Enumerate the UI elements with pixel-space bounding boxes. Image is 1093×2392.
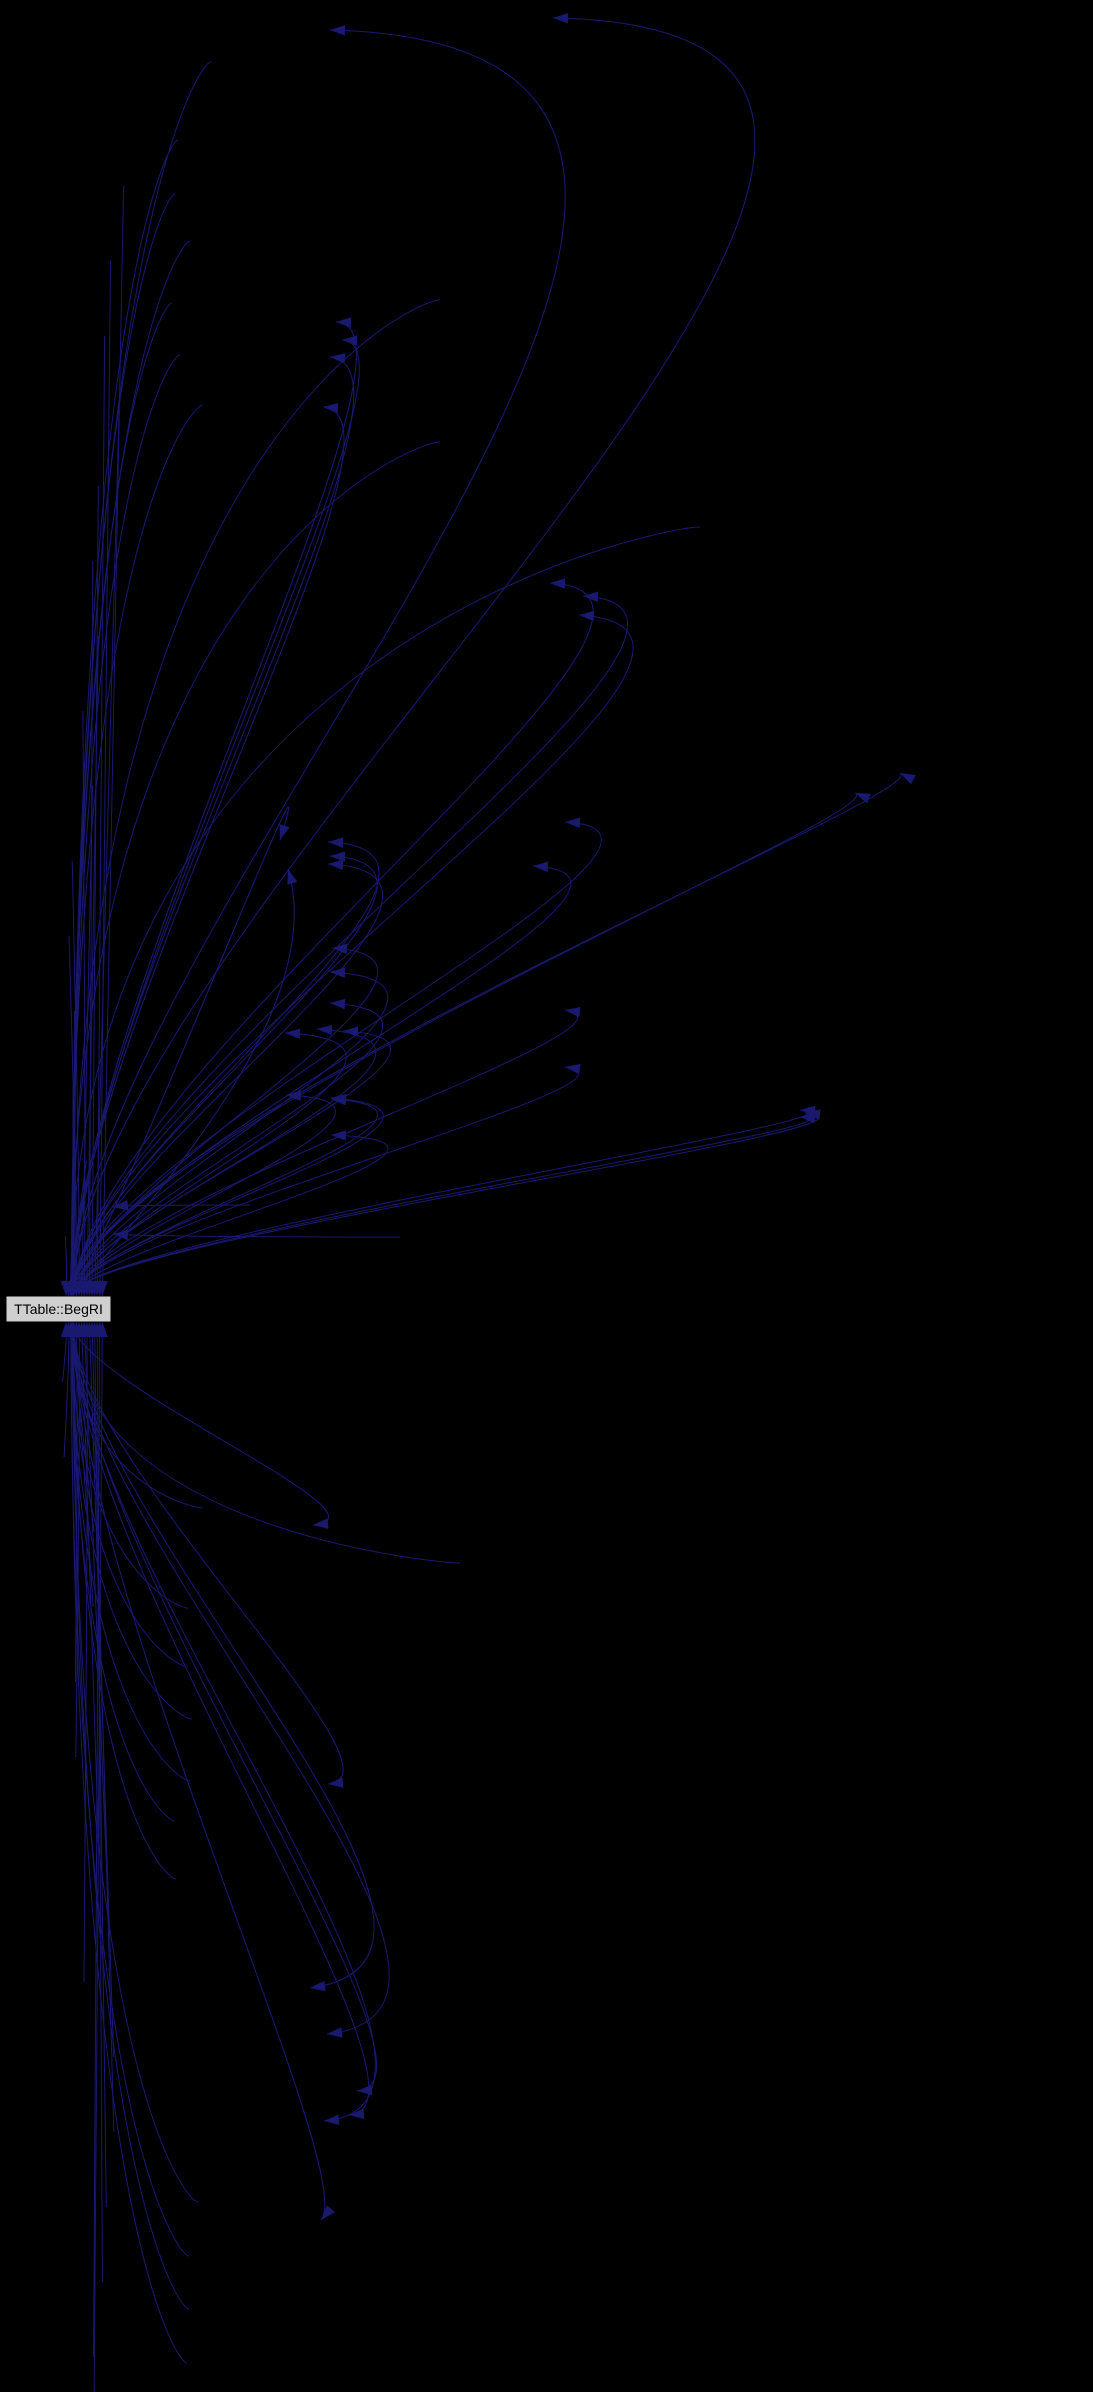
svg-text:TTable::BegRI: TTable::BegRI bbox=[14, 1301, 103, 1317]
